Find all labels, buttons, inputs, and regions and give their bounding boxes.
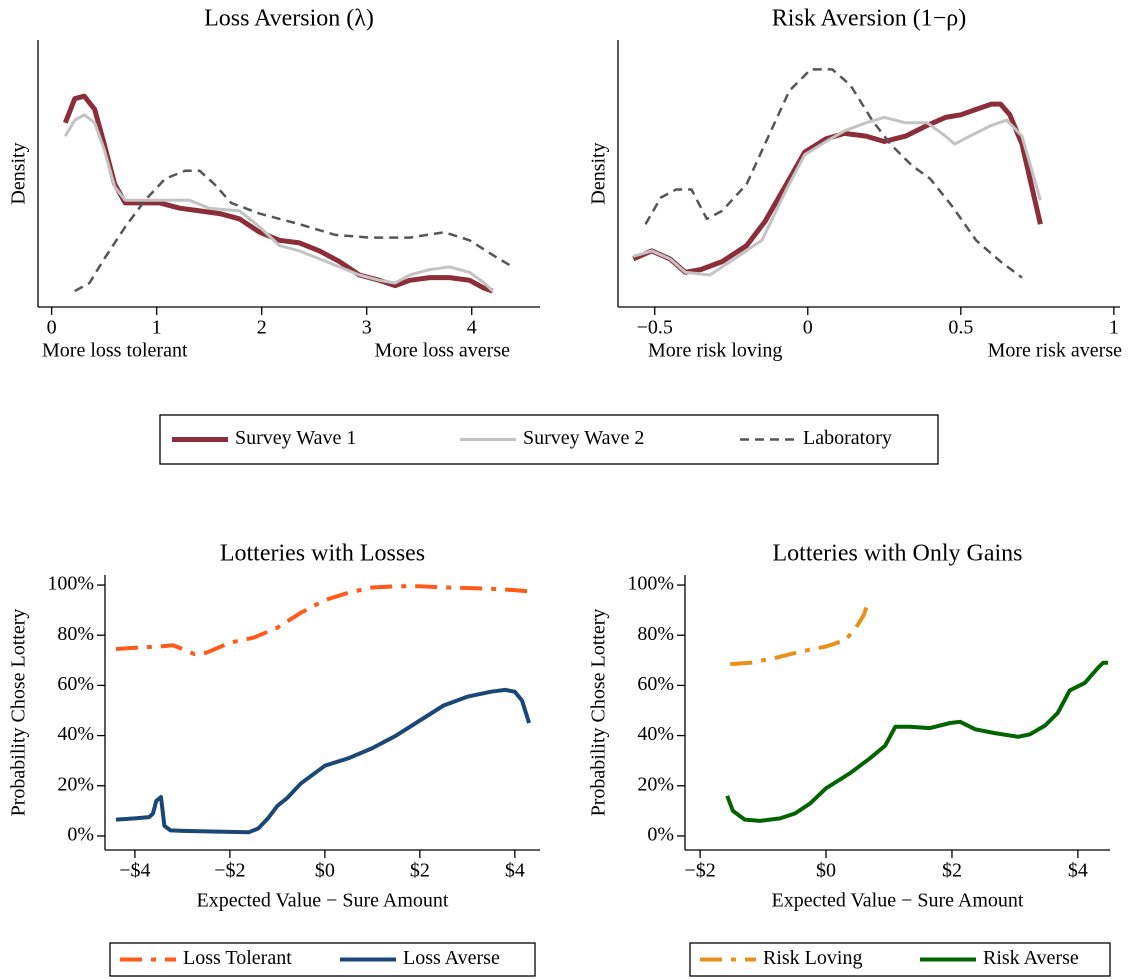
series-line [730, 599, 871, 667]
y-tick-label: 60% [637, 673, 674, 695]
x-tick-label: $0 [816, 860, 836, 882]
x-tick-label: 3 [362, 317, 372, 339]
series-line [725, 660, 1109, 823]
x-tick-label: 1 [1109, 317, 1119, 339]
y-tick-label: 0% [67, 824, 94, 846]
x-tick-label: $2 [410, 860, 430, 882]
x-tick-label: 4 [467, 317, 477, 339]
series-line [632, 101, 1043, 275]
series-line [632, 115, 1042, 277]
y-axis-label: Density [588, 142, 610, 204]
y-tick-label: 80% [57, 623, 94, 645]
x-tick-label: −$2 [684, 860, 715, 882]
legend-label: Survey Wave 2 [523, 427, 644, 449]
x-tick-label: −$2 [214, 860, 245, 882]
x-axis-label: Expected Value − Sure Amount [772, 890, 1024, 912]
legend-box [109, 942, 536, 977]
y-axis-label: Density [8, 142, 30, 204]
y-tick-label: 20% [57, 773, 94, 795]
y-axis-label: Probability Chose Lottery [588, 609, 610, 817]
x-tick-label: 2 [257, 317, 267, 339]
y-tick-label: 100% [627, 573, 674, 595]
chart-title: Risk Aversion (1−ρ) [772, 6, 966, 32]
legend-label: Risk Loving [763, 947, 862, 969]
y-tick-label: 0% [647, 824, 674, 846]
x-tick-label: 0 [47, 317, 57, 339]
series-line [64, 113, 494, 293]
legend-label: Laboratory [803, 427, 892, 449]
legend-box [159, 414, 939, 465]
legend-label: Loss Averse [403, 947, 500, 969]
chart-title: Lotteries with Losses [220, 541, 425, 567]
x-tick-label: 1 [152, 317, 162, 339]
legend-box [689, 942, 1111, 977]
chart-title: Lotteries with Only Gains [773, 541, 1023, 567]
series-line [74, 169, 514, 293]
y-axis-label: Probability Chose Lottery [8, 609, 30, 817]
annotation: More risk loving [648, 340, 782, 362]
legend-label: Survey Wave 1 [235, 427, 356, 449]
legend-label: Risk Averse [983, 947, 1079, 969]
y-tick-label: 80% [637, 623, 674, 645]
x-tick-label: 0.5 [948, 317, 973, 339]
x-tick-label: −0.5 [637, 317, 673, 339]
annotation: More risk averse [988, 340, 1123, 362]
x-tick-label: $4 [1068, 860, 1088, 882]
x-axis-label: Expected Value − Sure Amount [197, 890, 449, 912]
x-tick-label: 0 [803, 317, 813, 339]
x-tick-label: $4 [505, 860, 525, 882]
chart-title: Loss Aversion (λ) [204, 6, 374, 32]
x-tick-label: $0 [315, 860, 335, 882]
legend-label: Loss Tolerant [183, 947, 292, 969]
x-tick-label: −$4 [119, 860, 150, 882]
x-tick-label: $2 [942, 860, 962, 882]
y-tick-label: 60% [57, 673, 94, 695]
y-tick-label: 40% [57, 723, 94, 745]
y-tick-label: 40% [637, 723, 674, 745]
series-line [115, 687, 532, 835]
series-line [115, 584, 528, 656]
y-tick-label: 20% [637, 773, 674, 795]
series-line [644, 68, 1023, 279]
annotation: More loss averse [374, 340, 510, 362]
annotation: More loss tolerant [42, 340, 188, 362]
y-tick-label: 100% [47, 573, 94, 595]
series-line [62, 93, 494, 294]
